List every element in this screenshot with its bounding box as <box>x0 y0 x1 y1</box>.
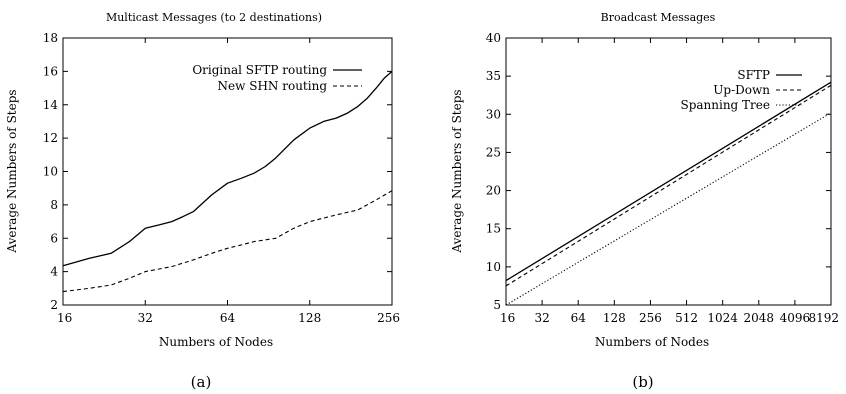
legend-label: SFTP <box>737 68 770 82</box>
x-tick-label: 8192 <box>808 311 839 325</box>
chart-title: Multicast Messages (to 2 destinations) <box>106 11 322 24</box>
y-tick-label: 35 <box>486 69 501 83</box>
y-tick-label: 10 <box>486 260 501 274</box>
y-axis-label: Average Numbers of Steps <box>450 89 464 253</box>
series-line-1 <box>505 81 832 282</box>
x-axis-label: Numbers of Nodes <box>595 335 709 349</box>
chart-broadcast: Broadcast Messages Numbers of Nodes Aver… <box>450 11 839 349</box>
caption-b: (b) <box>632 373 653 391</box>
y-tick-label: 16 <box>43 64 58 78</box>
legend-label: Original SFTP routing <box>192 63 327 77</box>
y-tick-label: 6 <box>50 231 58 245</box>
y-tick-label: 30 <box>486 107 501 121</box>
x-tick-label: 256 <box>377 311 400 325</box>
x-tick-label: 16 <box>57 311 72 325</box>
y-tick-label: 15 <box>486 222 501 236</box>
x-tick-label: 1024 <box>707 311 738 325</box>
x-tick-label: 16 <box>500 311 515 325</box>
y-tick-label: 8 <box>50 198 58 212</box>
x-tick-label: 128 <box>603 311 626 325</box>
legend-label: Spanning Tree <box>680 98 770 112</box>
chart-title: Broadcast Messages <box>601 11 716 24</box>
legend-label: New SHN routing <box>218 79 328 93</box>
y-tick-label: 14 <box>43 98 59 112</box>
y-tick-label: 20 <box>486 184 501 198</box>
y-tick-label: 5 <box>493 298 501 312</box>
y-tick-label: 4 <box>50 265 58 279</box>
x-tick-label: 256 <box>639 311 662 325</box>
y-tick-label: 18 <box>43 31 58 45</box>
series-line-2 <box>62 190 393 293</box>
x-tick-label: 32 <box>534 311 549 325</box>
x-tick-label: 32 <box>138 311 153 325</box>
x-tick-label: 128 <box>298 311 321 325</box>
x-tick-label: 64 <box>571 311 587 325</box>
series-line-3 <box>505 112 832 306</box>
x-tick-label: 512 <box>675 311 698 325</box>
y-tick-label: 25 <box>486 145 501 159</box>
y-axis-label: Average Numbers of Steps <box>5 89 19 253</box>
caption-a: (a) <box>191 373 212 391</box>
plot-frame <box>505 37 832 306</box>
y-tick-label: 40 <box>486 31 501 45</box>
y-tick-label: 12 <box>43 131 58 145</box>
legend-label: Up-Down <box>713 83 770 97</box>
x-axis-label: Numbers of Nodes <box>159 335 273 349</box>
x-tick-label: 64 <box>220 311 236 325</box>
series-line-1 <box>62 70 393 267</box>
series-line-2 <box>505 84 832 287</box>
chart-multicast: Multicast Messages (to 2 destinations) N… <box>5 11 400 349</box>
y-tick-label: 10 <box>43 165 58 179</box>
x-tick-label: 2048 <box>744 311 775 325</box>
x-tick-label: 4096 <box>780 311 811 325</box>
y-tick-label: 2 <box>50 298 58 312</box>
